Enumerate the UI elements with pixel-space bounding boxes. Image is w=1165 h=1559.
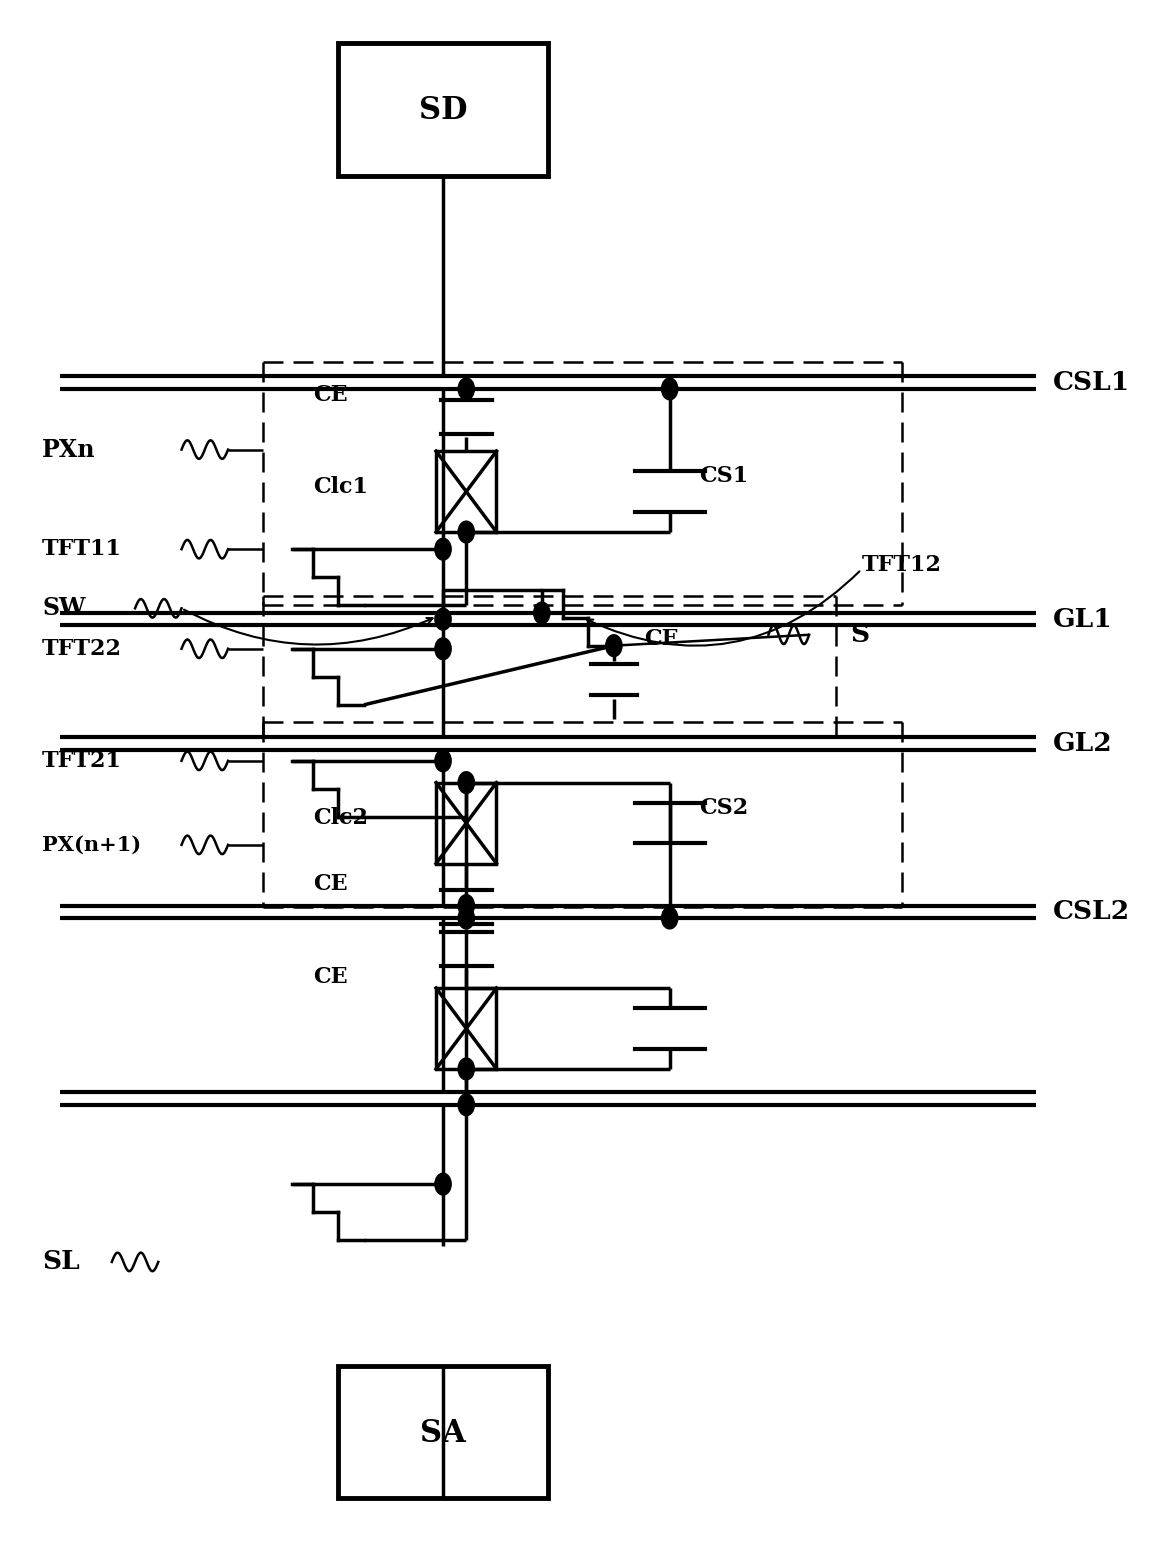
Circle shape: [435, 608, 451, 630]
Bar: [339, 44, 548, 176]
Text: Clc2: Clc2: [313, 808, 368, 829]
Text: CE: CE: [313, 384, 347, 405]
Text: PX(n+1): PX(n+1): [42, 836, 141, 854]
Text: CE: CE: [313, 967, 347, 988]
Circle shape: [458, 1059, 474, 1080]
Circle shape: [435, 1174, 451, 1196]
Bar: [436, 451, 496, 532]
Bar: [436, 988, 496, 1069]
Text: CSL1: CSL1: [1053, 369, 1130, 394]
Bar: [339, 1366, 548, 1498]
Text: TFT21: TFT21: [42, 750, 122, 772]
Circle shape: [458, 895, 474, 917]
Text: S: S: [849, 622, 869, 647]
Text: GL2: GL2: [1053, 731, 1113, 756]
Text: SA: SA: [421, 1417, 466, 1448]
Text: CSL2: CSL2: [1053, 900, 1130, 924]
Circle shape: [606, 635, 622, 656]
Text: PXn: PXn: [42, 438, 96, 461]
Text: SL: SL: [42, 1249, 80, 1274]
Text: SD: SD: [418, 95, 467, 126]
Circle shape: [458, 377, 474, 399]
Text: SW: SW: [42, 596, 85, 620]
Text: TFT11: TFT11: [42, 538, 122, 560]
Text: Clc1: Clc1: [313, 475, 368, 497]
Circle shape: [458, 907, 474, 929]
Text: TFT22: TFT22: [42, 638, 122, 659]
Text: TFT12: TFT12: [861, 553, 941, 575]
Text: CE: CE: [313, 873, 347, 895]
Circle shape: [458, 772, 474, 794]
Circle shape: [435, 638, 451, 659]
Bar: [436, 783, 496, 864]
Circle shape: [458, 521, 474, 543]
Circle shape: [662, 377, 678, 399]
Circle shape: [534, 602, 550, 624]
Text: CS2: CS2: [699, 797, 748, 818]
Circle shape: [435, 750, 451, 772]
Text: GL1: GL1: [1053, 606, 1113, 631]
Text: CE: CE: [644, 628, 679, 650]
Circle shape: [435, 538, 451, 560]
Circle shape: [458, 1094, 474, 1116]
Circle shape: [662, 907, 678, 929]
Text: CS1: CS1: [699, 465, 748, 486]
